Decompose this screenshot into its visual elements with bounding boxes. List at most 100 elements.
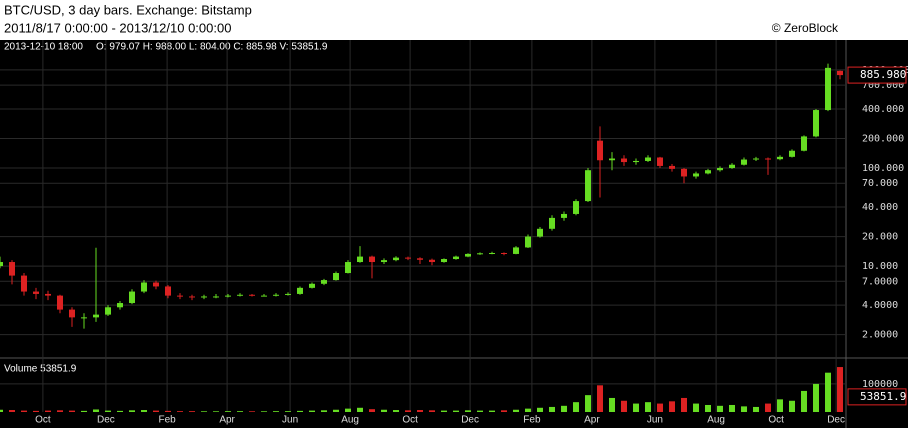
- volume-bar: [777, 399, 783, 412]
- x-tick-label: Oct: [35, 415, 51, 426]
- candle-body: [249, 294, 255, 296]
- volume-bar: [693, 403, 699, 412]
- candle-body: [429, 259, 435, 263]
- x-tick-label: Aug: [341, 415, 359, 426]
- last-volume-label: 53851.9: [860, 390, 906, 403]
- y-tick-label: 400.000: [862, 104, 904, 115]
- candle-body: [141, 282, 147, 292]
- volume-bar: [213, 411, 219, 412]
- volume-bar: [441, 410, 447, 412]
- candle-body: [405, 257, 411, 259]
- volume-bar: [285, 411, 291, 412]
- candle-body: [657, 157, 663, 166]
- volume-bar: [9, 410, 15, 412]
- candle-body: [33, 291, 39, 294]
- candle-body: [117, 303, 123, 308]
- volume-bar: [69, 410, 75, 412]
- candle-body: [705, 170, 711, 174]
- candle-body: [633, 160, 639, 163]
- volume-tick-label: 100000: [862, 379, 898, 390]
- candle-body: [381, 260, 387, 263]
- candle-body: [165, 286, 171, 296]
- candle-body: [453, 256, 459, 260]
- volume-bar: [345, 408, 351, 412]
- candle-body: [9, 262, 15, 276]
- candle-body: [0, 262, 3, 267]
- volume-bar: [141, 410, 147, 412]
- y-tick-label: 10.000: [862, 261, 898, 272]
- candle-body: [573, 201, 579, 214]
- volume-bar: [477, 410, 483, 412]
- candle-body: [813, 110, 819, 137]
- volume-bar: [321, 410, 327, 412]
- candle-body: [765, 158, 771, 160]
- candle-body: [681, 168, 687, 177]
- y-tick-label: 100.000: [862, 163, 904, 174]
- volume-bar: [405, 410, 411, 412]
- volume-bar: [489, 410, 495, 412]
- volume-bar: [621, 400, 627, 412]
- volume-bar: [465, 410, 471, 412]
- candle-body: [333, 273, 339, 281]
- candle-body: [669, 165, 675, 169]
- candle-body: [237, 294, 243, 296]
- volume-bar: [429, 410, 435, 412]
- x-tick-label: Dec: [97, 415, 115, 426]
- credit: © ZeroBlock: [772, 21, 839, 35]
- candle-body: [417, 258, 423, 260]
- volume-bar: [393, 410, 399, 412]
- candle-body: [645, 157, 651, 161]
- candle-body: [597, 140, 603, 161]
- volume-bar: [105, 410, 111, 412]
- volume-bar: [525, 408, 531, 412]
- volume-bar: [153, 410, 159, 412]
- candle-body: [309, 283, 315, 288]
- volume-bar: [789, 400, 795, 412]
- candle-body: [393, 257, 399, 261]
- volume-bar: [225, 411, 231, 412]
- candle-body: [693, 173, 699, 177]
- candle-body: [21, 275, 27, 292]
- volume-bar: [513, 409, 519, 412]
- volume-bar: [117, 410, 123, 412]
- volume-bar: [825, 372, 831, 412]
- volume-bar: [753, 406, 759, 412]
- volume-bar: [189, 411, 195, 412]
- candle-body: [621, 158, 627, 163]
- volume-bar: [741, 406, 747, 412]
- volume-bar: [237, 411, 243, 412]
- x-tick-label: Dec: [461, 415, 479, 426]
- candle-body: [345, 262, 351, 274]
- last-volume-box: [847, 388, 907, 406]
- candle-body: [609, 158, 615, 161]
- candle-body: [513, 247, 519, 254]
- volume-bar: [561, 405, 567, 412]
- y-tick-label: 70.000: [862, 178, 898, 189]
- candle-body: [825, 67, 831, 111]
- candle-body: [189, 296, 195, 298]
- x-tick-label: Dec: [827, 415, 845, 426]
- x-tick-label: Feb: [158, 415, 176, 426]
- candle-body: [201, 296, 207, 298]
- candle-body: [129, 291, 135, 304]
- candle-body: [105, 307, 111, 315]
- candle-body: [177, 295, 183, 297]
- candle-body: [537, 228, 543, 237]
- candle-body: [369, 256, 375, 263]
- volume-bar: [273, 411, 279, 412]
- last-price-label: 885.980: [860, 68, 906, 81]
- volume-bar: [93, 409, 99, 412]
- volume-bar: [369, 409, 375, 412]
- candle-body: [285, 293, 291, 295]
- y-tick-label: 4.0000: [862, 300, 898, 311]
- y-tick-label: 7.0000: [862, 276, 898, 287]
- candle-body: [837, 70, 843, 76]
- volume-bar: [669, 401, 675, 412]
- info-time: 2013-12-10 18:00: [4, 42, 83, 53]
- header-bg: [0, 0, 908, 40]
- volume-bar: [45, 410, 51, 412]
- volume-bar: [837, 367, 843, 412]
- volume-bar: [297, 410, 303, 412]
